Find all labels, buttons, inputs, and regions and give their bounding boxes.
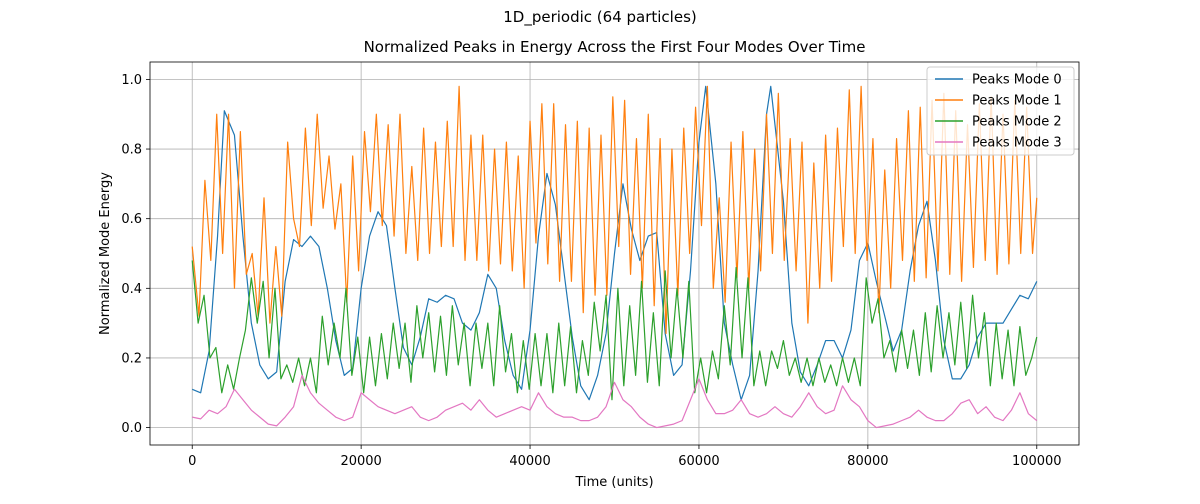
legend-label: Peaks Mode 1: [972, 94, 1062, 109]
series-line-mode-3: [192, 374, 1038, 429]
y-tick-label: 0.4: [121, 282, 142, 297]
chart-title: Normalized Peaks in Energy Across the Fi…: [364, 38, 866, 56]
x-tick-label: 40000: [509, 454, 550, 469]
legend-label: Peaks Mode 2: [972, 115, 1062, 130]
plot-area: [191, 85, 1038, 429]
y-axis-label: Normalized Mode Energy: [98, 172, 113, 335]
x-tick-label: 0: [188, 454, 196, 469]
y-tick-label: 0.8: [121, 143, 142, 158]
x-tick-label: 80000: [847, 454, 888, 469]
series-line-mode-0: [192, 85, 1038, 401]
figure-suptitle: 1D_periodic (64 particles): [503, 8, 697, 27]
legend-box: [926, 66, 1075, 156]
x-tick-label: 60000: [678, 454, 719, 469]
series-line-mode-2: [191, 260, 1038, 401]
x-axis-label: Time (units): [574, 475, 653, 490]
series-line-mode-1: [191, 85, 1038, 335]
y-tick-label: 1.0: [121, 73, 142, 88]
legend-label: Peaks Mode 3: [972, 136, 1062, 151]
x-tick-label: 20000: [340, 454, 381, 469]
axes-frame: [149, 61, 1080, 446]
legend-label: Peaks Mode 0: [972, 73, 1062, 88]
x-tick-label: 100000: [1012, 454, 1062, 469]
y-tick-label: 0.2: [121, 351, 142, 366]
y-tick-label: 0.6: [121, 212, 142, 227]
legend: Peaks Mode 0 Peaks Mode 1 Peaks Mode 2 Peak…: [926, 66, 1075, 156]
axis-ticks: 0 20000 40000 60000 80000 100000 0.0 0.2 0.4 0.6 0…: [121, 73, 1061, 469]
y-tick-label: 0.0: [121, 421, 142, 436]
